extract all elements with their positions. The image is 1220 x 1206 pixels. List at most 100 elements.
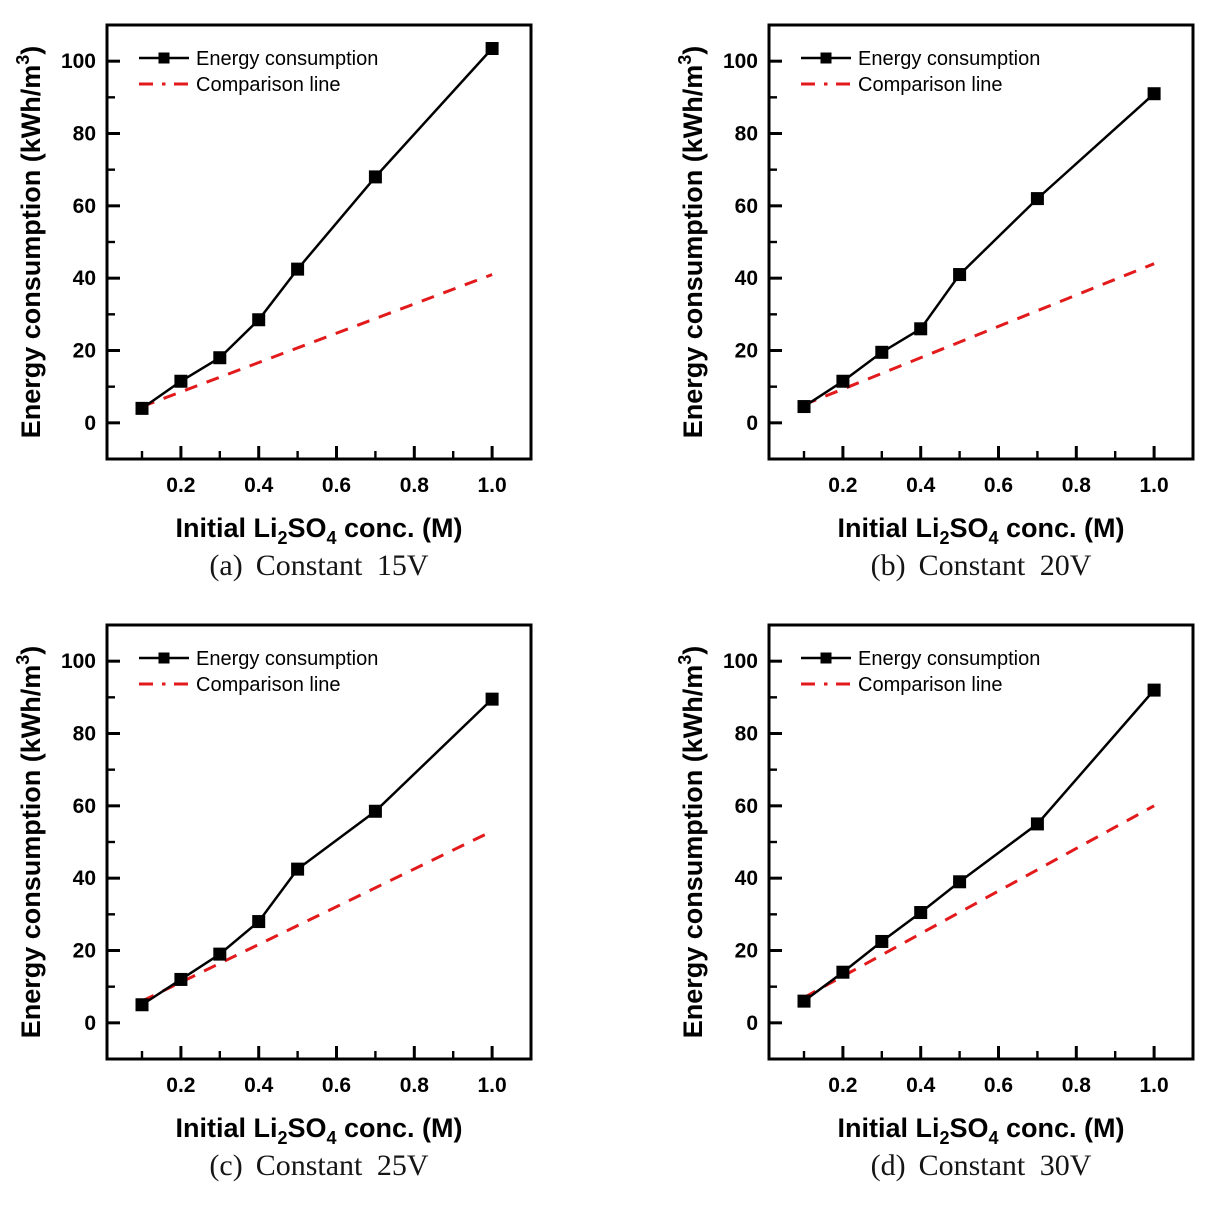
caption-c-tag: (c) (209, 1149, 243, 1182)
legend-square-marker (158, 652, 170, 664)
series-energy-consumption (797, 87, 1161, 414)
chart-d-caption: (d) Constant 30V (769, 1149, 1193, 1183)
x-axis-ticks: 0.2 0.4 0.6 0.8 1.0 (802, 446, 1169, 497)
x-tick-label: 1.0 (1139, 474, 1168, 497)
series-comparison-line (141, 273, 493, 408)
caption-b-tag: (b) (870, 549, 906, 582)
chart-c: 0.2 0.4 0.6 0.8 1.0 0 20 40 60 80 100 Energy consum… (0, 600, 610, 1206)
legend-square-marker (820, 652, 832, 664)
y-tick-label: 100 (61, 650, 96, 673)
x-tick-label: 0.2 (828, 474, 857, 497)
x-tick-label: 0.6 (322, 474, 351, 497)
chart-d-svg: 0.2 0.4 0.6 0.8 1.0 0 20 40 60 80 100 Energy consum… (675, 623, 1195, 1148)
chart-a-svg: 0.2 0.4 0.6 0.8 1.0 0 20 40 60 80 100 Energy consum… (13, 23, 533, 548)
series-comparison-line (803, 262, 1155, 407)
series-comparison-line (141, 829, 493, 1003)
y-tick-label: 0 (84, 1012, 96, 1035)
chart-a: 0.2 0.4 0.6 0.8 1.0 0 20 40 60 80 100 Energy consum… (0, 0, 610, 600)
legend-energy-label: Energy consumption (196, 48, 378, 70)
data-point-marker (291, 862, 305, 876)
y-axis-ticks: 0 20 40 60 80 100 (61, 50, 120, 435)
data-point-marker (1147, 683, 1161, 697)
x-tick-label: 0.2 (166, 474, 195, 497)
legend-energy-label: Energy consumption (196, 648, 378, 670)
y-axis-ticks: 0 20 40 60 80 100 (61, 650, 120, 1035)
y-tick-label: 60 (73, 795, 96, 818)
y-axis-title: Energy consumption (kWh/m3) (675, 646, 708, 1039)
y-tick-label: 100 (61, 50, 96, 73)
series-energy-consumption (135, 692, 499, 1012)
y-tick-label: 80 (735, 723, 758, 746)
caption-a-text: Constant 15V (255, 549, 429, 582)
legend-square-marker (158, 52, 170, 64)
plot-frame (105, 23, 533, 461)
y-tick-label: 80 (73, 723, 96, 746)
y-tick-label: 20 (735, 940, 758, 963)
legend-comparison-label: Comparison line (196, 674, 341, 696)
legend: Energy consumption Comparison line (139, 48, 378, 96)
y-tick-label: 80 (735, 123, 758, 146)
x-tick-label: 0.6 (984, 474, 1013, 497)
data-point-marker (213, 351, 227, 365)
data-point-marker (797, 994, 811, 1008)
x-tick-label: 0.2 (828, 1074, 857, 1097)
y-axis-title: Energy consumption (kWh/m3) (13, 46, 46, 439)
chart-d: 0.2 0.4 0.6 0.8 1.0 0 20 40 60 80 100 Energy consum… (610, 600, 1220, 1206)
y-tick-label: 20 (73, 340, 96, 363)
legend-square-marker (820, 52, 832, 64)
data-point-marker (485, 42, 499, 56)
data-point-marker (135, 998, 149, 1012)
x-tick-label: 0.8 (1062, 1074, 1092, 1097)
caption-b-text: Constant 20V (918, 549, 1092, 582)
x-axis-ticks: 0.2 0.4 0.6 0.8 1.0 (140, 446, 507, 497)
x-tick-label: 0.8 (400, 1074, 430, 1097)
data-point-marker (914, 906, 928, 920)
data-point-marker (1030, 817, 1044, 831)
data-point-marker (291, 262, 305, 276)
legend-comparison-label: Comparison line (196, 74, 341, 96)
x-tick-label: 0.4 (244, 1074, 274, 1097)
x-tick-label: 0.6 (322, 1074, 351, 1097)
plot-frame (105, 623, 533, 1061)
data-point-marker (174, 374, 188, 388)
y-tick-label: 40 (735, 867, 758, 890)
data-point-marker (368, 170, 382, 184)
y-tick-label: 0 (746, 412, 758, 435)
plot-frame (767, 23, 1195, 461)
legend-energy-label: Energy consumption (858, 648, 1040, 670)
legend-energy-label: Energy consumption (858, 48, 1040, 70)
legend-comparison-label: Comparison line (858, 674, 1003, 696)
chart-b: 0.2 0.4 0.6 0.8 1.0 0 20 40 60 80 100 Energy consum… (610, 0, 1220, 600)
series-energy-consumption (135, 42, 499, 415)
y-tick-label: 40 (73, 267, 96, 290)
chart-b-caption: (b) Constant 20V (769, 549, 1193, 583)
y-axis-title: Energy consumption (kWh/m3) (13, 646, 46, 1039)
y-tick-label: 60 (73, 195, 96, 218)
data-point-marker (836, 965, 850, 979)
y-tick-label: 100 (723, 650, 758, 673)
caption-c-text: Constant 25V (255, 1149, 429, 1182)
x-axis-ticks: 0.2 0.4 0.6 0.8 1.0 (802, 1046, 1169, 1097)
x-tick-label: 0.4 (244, 474, 274, 497)
data-point-marker (836, 374, 850, 388)
y-axis-ticks: 0 20 40 60 80 100 (723, 650, 782, 1035)
caption-a-tag: (a) (209, 549, 243, 582)
data-point-marker (953, 268, 967, 282)
x-axis-title: Initial Li2SO4 conc. (M) (175, 1113, 462, 1148)
plot-frame (767, 623, 1195, 1061)
series-comparison-line (803, 804, 1155, 999)
data-point-marker (953, 875, 967, 889)
y-tick-label: 100 (723, 50, 758, 73)
data-point-marker (875, 345, 889, 359)
legend: Energy consumption Comparison line (801, 648, 1040, 696)
x-axis-title: Initial Li2SO4 conc. (M) (837, 1113, 1124, 1148)
caption-d-text: Constant 30V (918, 1149, 1092, 1182)
caption-d-tag: (d) (870, 1149, 906, 1182)
chart-c-svg: 0.2 0.4 0.6 0.8 1.0 0 20 40 60 80 100 Energy consum… (13, 623, 533, 1148)
data-point-marker (1030, 192, 1044, 206)
data-point-marker (213, 947, 227, 961)
x-tick-label: 0.2 (166, 1074, 195, 1097)
y-tick-label: 80 (73, 123, 96, 146)
y-axis-ticks: 0 20 40 60 80 100 (723, 50, 782, 435)
data-point-marker (135, 401, 149, 415)
